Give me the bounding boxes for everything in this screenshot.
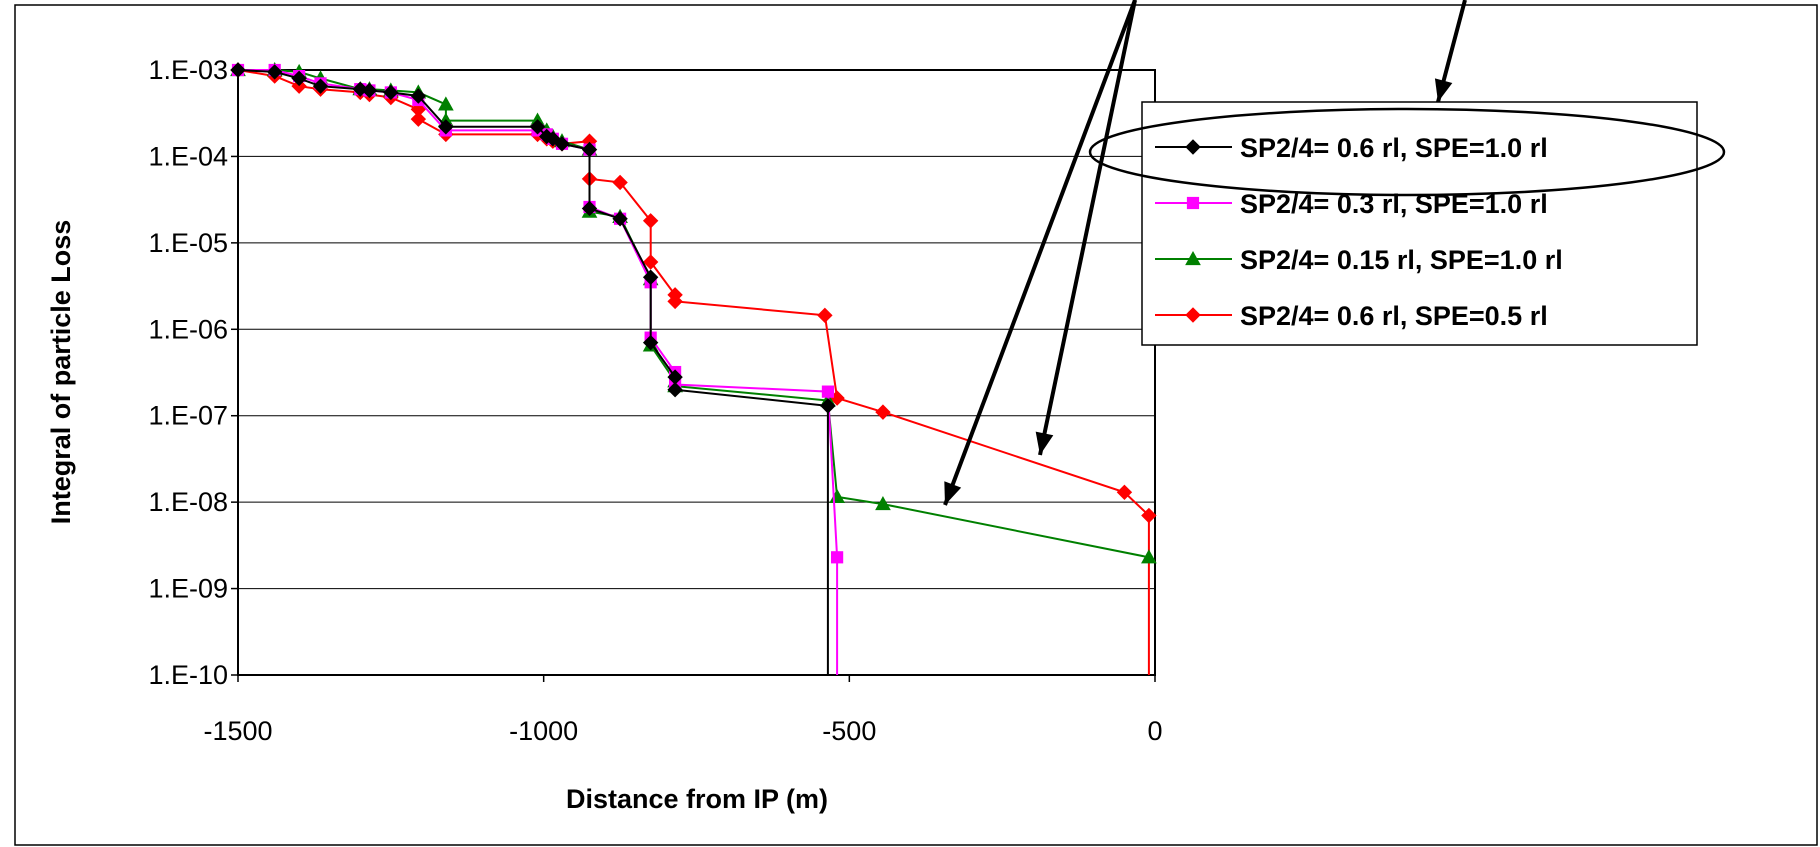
- plot-area-border: [237, 69, 1156, 676]
- chart-area-border: [14, 4, 1818, 846]
- data-point-marker: [612, 174, 628, 191]
- data-point-marker: [821, 385, 835, 398]
- y-tick-label: 1.E-04: [148, 141, 228, 171]
- legend-item: SP2/4= 0.6 rl, SPE=0.5 rl: [1155, 301, 1548, 331]
- data-point-marker: [831, 551, 844, 564]
- data-point-marker: [361, 82, 378, 99]
- data-point-marker: [667, 381, 683, 398]
- series-layer: [230, 61, 1157, 675]
- data-point-marker: [820, 398, 836, 414]
- data-point-marker: [581, 200, 598, 217]
- data-point-marker: [291, 78, 307, 94]
- legend-marker: [1185, 139, 1201, 155]
- legend-label: SP2/4= 0.6 rl, SPE=0.5 rl: [1240, 301, 1548, 331]
- x-tick-label: -1000: [509, 716, 578, 746]
- y-tick-label: 1.E-06: [148, 314, 228, 344]
- x-tick-label: -500: [822, 716, 876, 746]
- arrow-shaft: [943, 0, 1137, 506]
- legend-label: SP2/4= 0.6 rl, SPE=1.0 rl: [1240, 133, 1548, 163]
- legend-marker: [1185, 250, 1201, 266]
- data-point-marker: [438, 119, 454, 135]
- data-point-marker: [875, 496, 891, 511]
- y-tick-label: 1.E-03: [148, 55, 228, 85]
- data-point-marker: [352, 81, 368, 97]
- legend-label: SP2/4= 0.15 rl, SPE=1.0 rl: [1240, 245, 1563, 275]
- data-point-marker: [817, 307, 833, 324]
- series-1: [230, 62, 836, 675]
- data-point-marker: [438, 96, 454, 111]
- data-point-marker: [383, 84, 399, 101]
- y-tick-label: 1.E-07: [148, 401, 228, 431]
- data-point-marker: [1141, 507, 1157, 524]
- data-point-marker: [1116, 484, 1133, 501]
- legend-box: [1141, 101, 1698, 346]
- tick-layer: 1.E-03 1.E-04 1.E-05 1.E-06 1.E-07 1.E-08 1.E-…: [148, 55, 1162, 746]
- data-point-marker: [642, 269, 659, 285]
- data-point-marker: [1141, 549, 1157, 564]
- arrow-head: [1035, 431, 1054, 455]
- arrow-head: [1434, 78, 1453, 102]
- data-point-marker: [642, 254, 659, 270]
- y-tick-label: 1.E-09: [148, 574, 228, 604]
- data-point-marker: [554, 136, 570, 152]
- data-point-marker: [612, 211, 628, 227]
- data-point-marker: [410, 111, 427, 127]
- data-point-marker: [581, 141, 598, 158]
- data-point-marker: [642, 334, 659, 351]
- y-tick-label: 1.E-05: [148, 228, 228, 258]
- annotation-arrow: [943, 0, 1137, 506]
- y-tick-label: 1.E-10: [148, 660, 228, 690]
- y-axis-title: Integral of particle Loss: [46, 220, 76, 525]
- data-point-marker: [312, 78, 329, 94]
- data-point-marker: [230, 62, 246, 78]
- legend-marker: [1185, 307, 1201, 323]
- arrow-shaft: [1038, 0, 1137, 456]
- legend-item: SP2/4= 0.6 rl, SPE=1.0 rl: [1155, 133, 1548, 163]
- annotation-arrow: [1035, 0, 1137, 456]
- data-point-marker: [642, 213, 659, 229]
- y-tick-label: 1.E-08: [148, 487, 228, 517]
- data-point-marker: [875, 404, 891, 420]
- legend-marker: [1186, 196, 1200, 210]
- data-point-marker: [410, 88, 427, 104]
- annotation-arrow: [1434, 0, 1467, 103]
- x-tick-label: -1500: [203, 716, 272, 746]
- data-point-marker: [667, 293, 683, 310]
- data-point-marker: [529, 119, 546, 135]
- legend-highlight-ellipse: [1088, 107, 1726, 197]
- legend-item: SP2/4= 0.15 rl, SPE=1.0 rl: [1155, 245, 1563, 275]
- data-point-marker: [291, 70, 307, 87]
- arrow-head: [944, 481, 962, 505]
- x-tick-label: 0: [1147, 716, 1162, 746]
- x-axis-title: Distance from IP (m): [566, 784, 828, 814]
- data-point-marker: [266, 64, 283, 80]
- annotation-arrows: [943, 0, 1467, 506]
